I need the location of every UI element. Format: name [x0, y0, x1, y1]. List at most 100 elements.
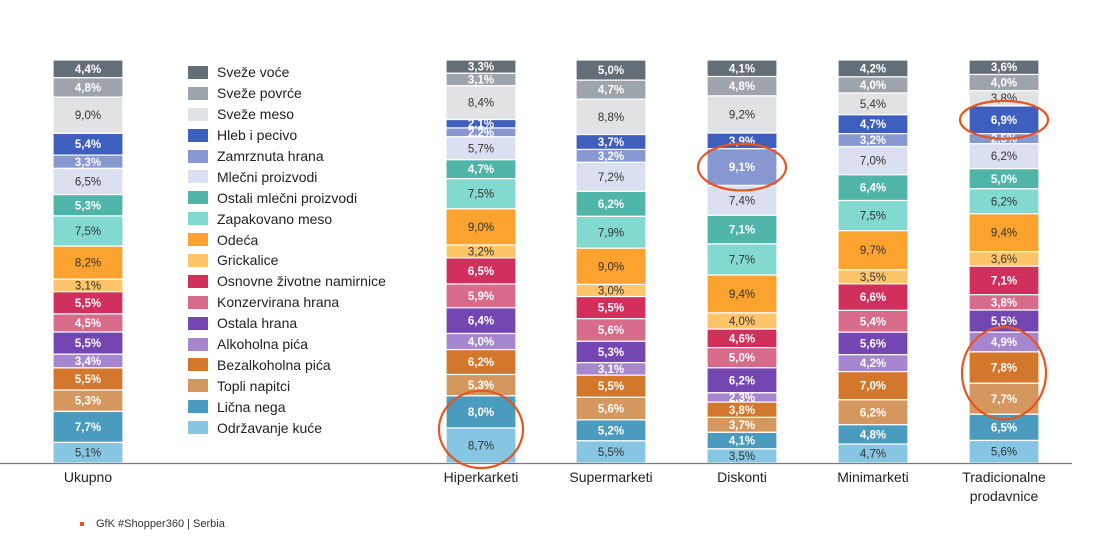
data-label: 4,8% — [75, 82, 101, 94]
data-label: 3,3% — [75, 157, 101, 169]
legend-swatch — [188, 400, 208, 414]
legend-item: Topli napitci — [188, 375, 386, 396]
data-label: 4,0% — [991, 78, 1017, 90]
x-tick-label: Minimarketi — [837, 469, 909, 485]
legend-item: Sveže voće — [188, 62, 386, 83]
data-label: 5,5% — [75, 338, 101, 350]
legend-swatch — [188, 233, 208, 247]
data-label: 3,7% — [729, 420, 755, 432]
legend-swatch — [188, 128, 208, 142]
legend: Sveže voće Sveže povrće Sveže meso Hleb i p… — [188, 62, 386, 438]
legend-item: Sveže povrće — [188, 83, 386, 104]
data-label: 7,7% — [75, 422, 101, 434]
bar-segment — [575, 190, 647, 217]
data-label: 5,5% — [991, 316, 1017, 328]
data-label: 7,5% — [860, 211, 886, 223]
data-label: 5,3% — [468, 380, 494, 392]
legend-item: Grickalice — [188, 250, 386, 271]
data-label: 7,7% — [729, 254, 755, 266]
legend-label: Grickalice — [217, 252, 279, 269]
footer: GfK #Shopper360 | Serbia — [80, 518, 225, 530]
data-label: 5,4% — [860, 99, 886, 111]
legend-swatch — [188, 149, 208, 163]
legend-swatch — [188, 295, 208, 309]
data-label: 3,1% — [468, 75, 494, 87]
legend-swatch — [188, 170, 208, 184]
data-label: 4,7% — [860, 449, 886, 461]
data-label: 3,0% — [598, 286, 624, 298]
legend-item: Hleb i pecivo — [188, 125, 386, 146]
bar-segment — [706, 148, 778, 187]
data-label: 3,4% — [75, 356, 101, 368]
legend-item: Ostala hrana — [188, 313, 386, 334]
bar-segment — [445, 348, 517, 376]
x-tick-label: Hiperkarketi — [444, 469, 519, 485]
bar-stack: 3,3%3,1%8,4%2,1%2,2%5,7%4,7%7,5%9,0%3,2%… — [445, 59, 517, 464]
data-label: 7,2% — [598, 172, 624, 184]
legend-swatch — [188, 337, 208, 351]
bar-segment — [575, 98, 647, 136]
data-label: 6,5% — [75, 177, 101, 189]
bar-segment — [968, 188, 1040, 215]
data-label: 6,9% — [991, 115, 1017, 127]
x-tick-label: Ukupno — [64, 469, 112, 485]
legend-item: Alkoholna pića — [188, 334, 386, 355]
x-tick-label: prodavnice — [970, 488, 1039, 504]
data-label: 3,2% — [468, 246, 494, 258]
legend-swatch — [188, 86, 208, 100]
data-label: 4,8% — [729, 81, 755, 93]
data-label: 7,4% — [729, 195, 755, 207]
bar-segment — [445, 395, 517, 429]
legend-swatch — [188, 212, 208, 226]
data-label: 9,0% — [468, 222, 494, 234]
bar-stack: 5,0% 4,7% 8,8% 3,7% 3,2% 7,2% 6,2% 7,9% 9,0% 3,0%… — [575, 59, 647, 464]
legend-label: Konzervirana hrana — [217, 294, 340, 311]
data-label: 8,7% — [468, 441, 494, 453]
data-label: 9,1% — [729, 162, 755, 174]
legend-swatch — [188, 316, 208, 330]
data-label: 7,5% — [468, 189, 494, 201]
data-label: 5,4% — [860, 316, 886, 328]
legend-label: Zamrznuta hrana — [217, 148, 324, 164]
data-label: 4,5% — [75, 318, 101, 330]
bar-stack: 4,4% 4,8% 9,0% 5,4% 3,3% 6,5% 5,3% 7,5% 8,2% 3,1%… — [52, 59, 124, 464]
data-label: 4,7% — [468, 164, 494, 176]
data-label: 5,6% — [991, 447, 1017, 459]
legend-swatch — [188, 358, 208, 372]
legend-label: Osnovne životne namirnice — [217, 273, 386, 290]
data-label: 8,2% — [75, 258, 101, 270]
legend-label: Bezalkoholna pića — [217, 356, 331, 373]
legend-swatch — [188, 107, 208, 121]
data-label: 9,0% — [598, 261, 624, 273]
data-label: 9,4% — [991, 228, 1017, 240]
data-label: 3,8% — [991, 297, 1017, 309]
data-label: 8,8% — [598, 112, 624, 124]
highlight-ellipse — [958, 99, 1050, 140]
data-label: 4,0% — [468, 337, 494, 349]
legend-item: Sveže meso — [188, 104, 386, 125]
legend-label: Ostala hrana — [217, 315, 298, 332]
bar-segment — [445, 427, 517, 464]
data-label: 7,0% — [860, 156, 886, 168]
legend-item: Ostali mlečni proizvodi — [188, 187, 386, 208]
bar-segment — [968, 105, 1040, 135]
data-label: 8,0% — [468, 407, 494, 419]
legend-label: Sveže voće — [217, 64, 290, 81]
data-label: 5,6% — [860, 338, 886, 350]
legend-label: Održavanje kuće — [217, 419, 323, 436]
legend-item: Osnovne životne namirnice — [188, 271, 386, 292]
footer-source: GfK #Shopper360 | Serbia — [96, 518, 225, 530]
data-label: 5,3% — [75, 200, 101, 212]
bar-segment — [706, 214, 778, 245]
data-label: 4,4% — [75, 64, 101, 76]
highlight-ellipse — [696, 142, 788, 192]
data-label: 3,8% — [991, 93, 1017, 105]
x-axis-labels: Ukupno Hiperkarketi Supermarketi Diskonti Mi… — [64, 469, 1046, 504]
legend-label: Sveže meso — [217, 106, 295, 123]
data-label: 5,6% — [598, 404, 624, 416]
x-tick-label: Diskonti — [717, 469, 767, 485]
data-label: 4,1% — [729, 436, 755, 448]
data-label: 3,3% — [468, 62, 494, 74]
data-label: 3,6% — [991, 62, 1017, 74]
